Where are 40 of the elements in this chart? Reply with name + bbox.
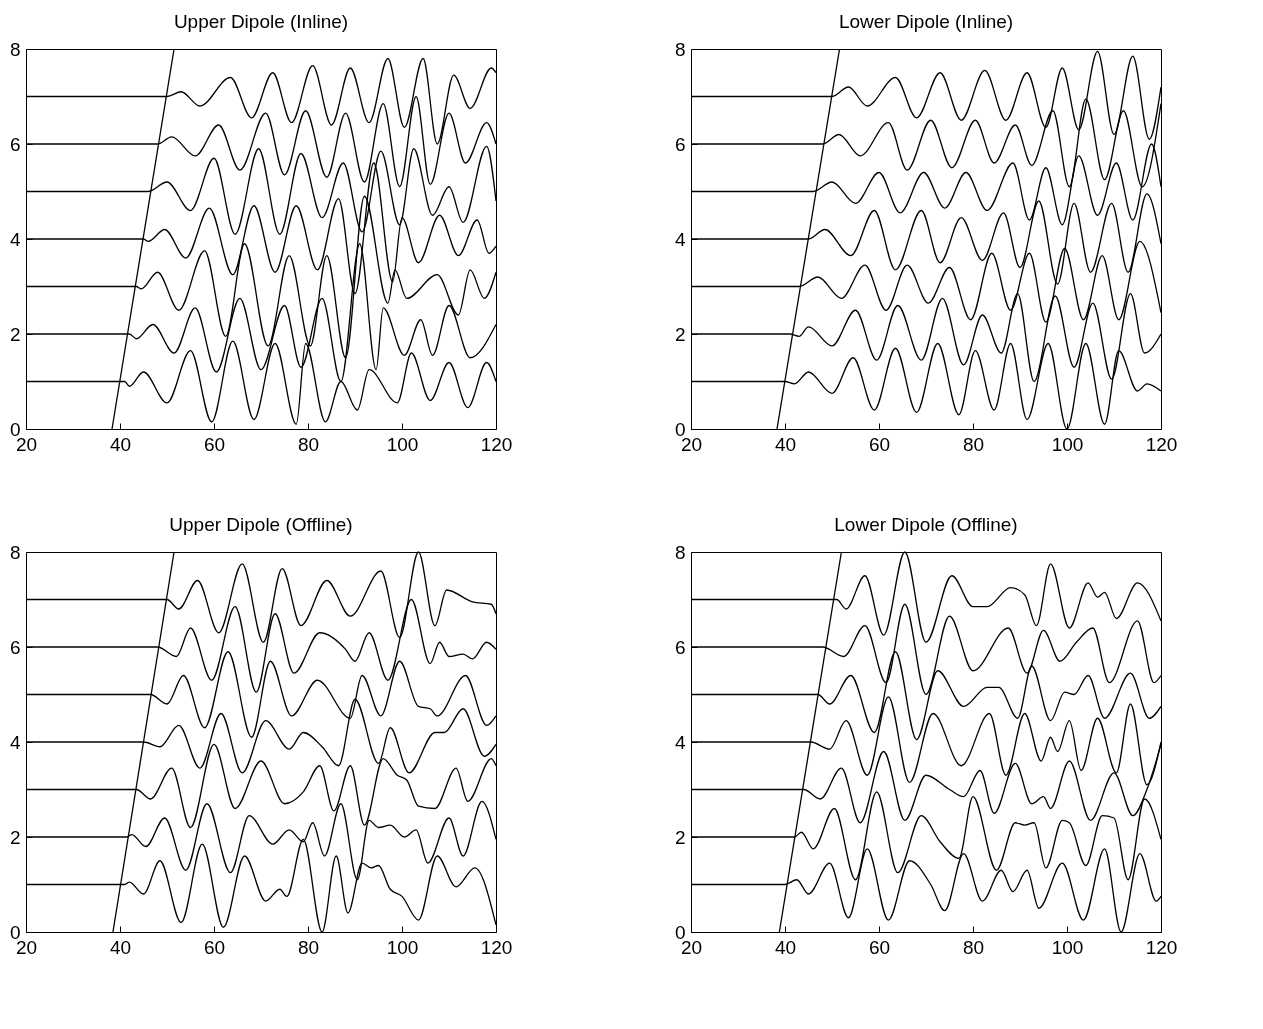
chart-title: Lower Dipole (Inline) xyxy=(838,11,1014,32)
x-tick-label: 60 xyxy=(203,433,226,455)
x-tick-label: 100 xyxy=(386,433,419,455)
y-tick-label: 4 xyxy=(9,731,21,753)
x-tick-label: 100 xyxy=(1051,433,1084,455)
y-tick-label: 6 xyxy=(9,133,21,155)
y-tick-label: 2 xyxy=(674,826,686,848)
x-tick-label: 100 xyxy=(386,936,419,958)
x-tick-label: 120 xyxy=(1145,936,1178,958)
x-tick-label: 60 xyxy=(868,433,891,455)
x-tick-label: 40 xyxy=(774,936,797,958)
x-tick-label: 120 xyxy=(480,936,513,958)
x-tick-label: 60 xyxy=(203,936,226,958)
x-tick-label: 40 xyxy=(109,433,132,455)
y-tick-label: 8 xyxy=(674,38,686,60)
y-tick-label: 6 xyxy=(9,636,21,658)
chart-title: Lower Dipole (Offline) xyxy=(834,514,1018,535)
chart-title: Upper Dipole (Offline) xyxy=(169,514,353,535)
y-tick-label: 2 xyxy=(674,323,686,345)
y-tick-label: 8 xyxy=(9,541,21,563)
chart-title: Upper Dipole (Inline) xyxy=(173,11,349,32)
y-tick-label: 4 xyxy=(9,228,21,250)
y-tick-label: 8 xyxy=(674,541,686,563)
x-tick-label: 120 xyxy=(1145,433,1178,455)
y-tick-label: 2 xyxy=(9,826,21,848)
x-tick-label: 120 xyxy=(480,433,513,455)
x-tick-label: 100 xyxy=(1051,936,1084,958)
y-tick-label: 4 xyxy=(674,731,686,753)
y-tick-label: 8 xyxy=(9,38,21,60)
y-tick-label: 4 xyxy=(674,228,686,250)
x-tick-label: 80 xyxy=(297,936,320,958)
y-tick-label: 6 xyxy=(674,636,686,658)
x-tick-label: 40 xyxy=(774,433,797,455)
y-tick-label: 6 xyxy=(674,133,686,155)
y-tick-label: 2 xyxy=(9,323,21,345)
x-tick-label: 80 xyxy=(962,433,985,455)
x-tick-label: 80 xyxy=(297,433,320,455)
x-tick-label: 80 xyxy=(962,936,985,958)
x-tick-label: 40 xyxy=(109,936,132,958)
x-tick-label: 60 xyxy=(868,936,891,958)
